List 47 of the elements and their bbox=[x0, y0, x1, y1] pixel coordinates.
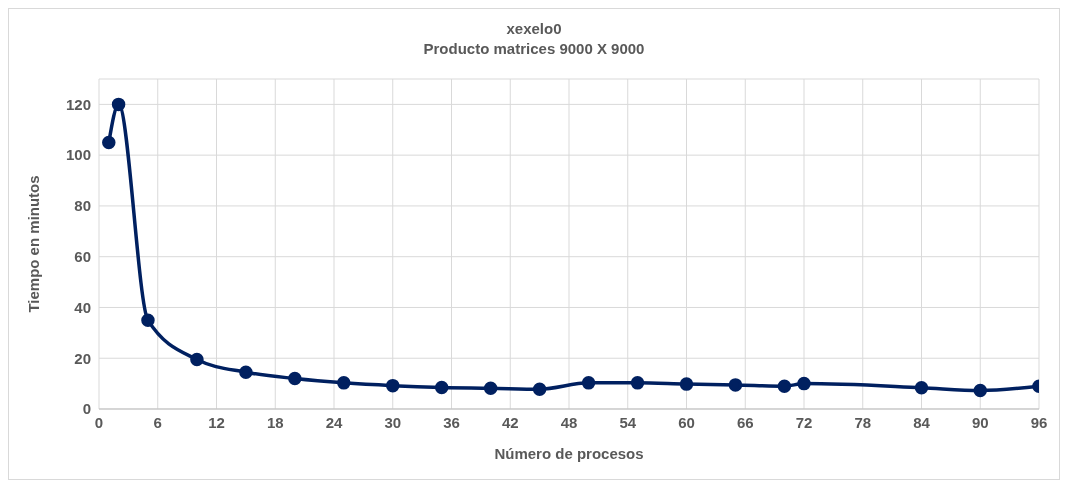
point bbox=[679, 377, 694, 391]
chart-subtitle: Producto matrices 9000 X 9000 bbox=[422, 39, 646, 59]
x-tick-label: 6 bbox=[153, 413, 162, 431]
x-tick-label: 84 bbox=[913, 413, 931, 431]
x-tick-label: 66 bbox=[736, 413, 754, 431]
point bbox=[914, 380, 929, 395]
x-tick-label: 78 bbox=[854, 413, 872, 431]
x-tick-label: 18 bbox=[266, 413, 284, 431]
y-tick-label: 20 bbox=[74, 349, 91, 367]
point bbox=[141, 313, 155, 327]
x-tick-label: 12 bbox=[208, 413, 225, 431]
x-tick-label: 60 bbox=[678, 413, 695, 431]
x-tick-label: 54 bbox=[619, 413, 637, 431]
chart-title: xexelo0 bbox=[505, 19, 563, 39]
x-tick-label: 30 bbox=[384, 413, 402, 431]
y-tick-label: 60 bbox=[74, 248, 91, 266]
point bbox=[337, 376, 351, 390]
y-tick-label: 100 bbox=[65, 146, 91, 164]
point bbox=[973, 383, 987, 398]
x-tick-label: 42 bbox=[501, 413, 519, 431]
y-tick-label: 120 bbox=[65, 95, 91, 113]
point bbox=[239, 365, 253, 379]
x-tick-label: 72 bbox=[795, 413, 813, 431]
point bbox=[777, 379, 792, 393]
point bbox=[532, 382, 547, 396]
x-tick-label: 90 bbox=[971, 413, 989, 431]
x-tick-label: 36 bbox=[443, 413, 460, 431]
point bbox=[102, 135, 116, 150]
y-tick-label: 40 bbox=[74, 298, 91, 316]
x-axis-title: Número de procesos bbox=[494, 445, 644, 462]
y-tick-label: 0 bbox=[82, 400, 91, 418]
y-tick-label: 80 bbox=[74, 197, 91, 215]
point bbox=[797, 376, 811, 391]
point bbox=[190, 352, 204, 367]
x-tick-label: 0 bbox=[94, 413, 104, 431]
x-tick-label: 24 bbox=[325, 413, 343, 431]
point bbox=[386, 378, 400, 393]
x-tick-label: 96 bbox=[1030, 413, 1048, 431]
point bbox=[288, 371, 302, 386]
y-axis-title: Tiempo en minutos bbox=[25, 175, 43, 313]
x-tick-label: 48 bbox=[560, 413, 578, 431]
point bbox=[111, 97, 126, 112]
point bbox=[728, 378, 743, 392]
point bbox=[434, 380, 449, 395]
point bbox=[581, 376, 596, 390]
point bbox=[483, 381, 498, 395]
point bbox=[630, 376, 645, 390]
